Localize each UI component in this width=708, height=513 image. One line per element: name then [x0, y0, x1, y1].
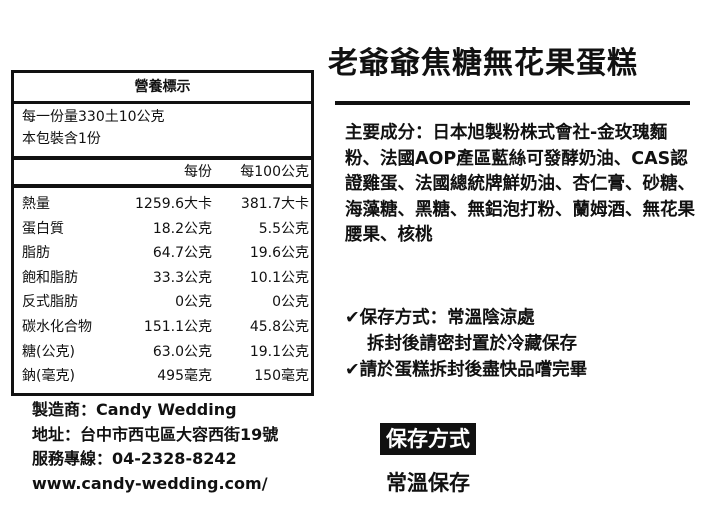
storage-notes: ✔保存方式：常溫陰涼處 拆封後請密封置於冷藏保存 ✔請於蛋糕拆封後盡快品嚐完畢 — [345, 305, 587, 383]
nutrition-row: 熱量 1259.6大卡 381.7大卡 — [14, 192, 311, 217]
nutrient-per-serving: 64.7公克 — [152, 245, 212, 262]
nutrient-per-100g: 19.6公克 — [249, 245, 309, 262]
column-header: 每份 每100公克 — [14, 160, 311, 188]
maker: 製造商：Candy Wedding — [32, 400, 237, 419]
nutrient-per-serving: 18.2公克 — [152, 220, 212, 237]
nutrition-heading: 營養標示 — [14, 73, 311, 104]
check-icon: ✔ — [345, 308, 360, 328]
nutrition-row: 蛋白質 18.2公克 5.5公克 — [14, 217, 311, 242]
phone: 服務專線：04-2328-8242 — [32, 449, 237, 468]
address: 地址：台中市西屯區大容西街19號 — [32, 424, 279, 444]
company-info: 製造商：Candy Wedding 地址：台中市西屯區大容西街19號 服務專線：… — [32, 398, 278, 496]
nutrient-name: 鈉(毫克) — [22, 368, 75, 385]
storage-value: 常溫保存 — [386, 471, 470, 495]
nutrition-row: 鈉(毫克) 495毫克 150毫克 — [14, 364, 311, 389]
nutrition-row: 飽和脂肪 33.3公克 10.1公克 — [14, 266, 311, 291]
nutrient-per-serving: 0公克 — [175, 294, 212, 311]
nutrient-per-100g: 19.1公克 — [249, 343, 309, 360]
nutrient-per-serving: 33.3公克 — [152, 269, 212, 286]
storage-note: 保存方式：常溫陰涼處 — [359, 308, 535, 328]
nutrient-name: 反式脂肪 — [22, 294, 78, 311]
col-per-100g: 每100公克 — [240, 164, 309, 180]
storage-note-2: 拆封後請密封置於冷藏保存 — [367, 334, 577, 354]
nutrient-per-100g: 5.5公克 — [258, 220, 309, 237]
col-per-serving: 每份 — [184, 164, 212, 180]
storage-badge: 保存方式 — [380, 423, 476, 455]
consume-note: 請於蛋糕拆封後盡快品嚐完畢 — [359, 360, 588, 380]
nutrient-per-serving: 1259.6大卡 — [135, 196, 212, 212]
nutrient-name: 飽和脂肪 — [22, 269, 78, 286]
nutrient-per-100g: 45.8公克 — [249, 318, 309, 335]
nutrient-name: 脂肪 — [22, 245, 50, 262]
divider — [335, 101, 690, 105]
nutrient-per-serving: 151.1公克 — [143, 318, 212, 335]
nutrient-name: 熱量 — [22, 196, 50, 212]
nutrient-name: 蛋白質 — [22, 220, 64, 237]
nutrient-per-100g: 381.7大卡 — [240, 196, 309, 212]
nutrient-name: 碳水化合物 — [22, 318, 92, 335]
nutrition-table: 營養標示 每一份量330土10公克 本包裝含1份 每份 每100公克 熱量 125… — [11, 70, 314, 396]
nutrition-row: 反式脂肪 0公克 0公克 — [14, 290, 311, 315]
nutrition-row: 碳水化合物 151.1公克 45.8公克 — [14, 315, 311, 340]
serving-info: 每一份量330土10公克 本包裝含1份 — [14, 104, 311, 160]
nutrition-row: 糖(公克) 63.0公克 19.1公克 — [14, 340, 311, 365]
nutrient-per-100g: 150毫克 — [254, 368, 309, 385]
ingredients: 主要成分：日本旭製粉株式會社-金玫瑰麵粉、法國AOP產區藍絲可發酵奶油、CAS認… — [345, 123, 695, 245]
nutrient-per-100g: 10.1公克 — [249, 269, 309, 286]
product-title: 老爺爺焦糖無花果蛋糕 — [328, 46, 638, 81]
check-icon: ✔ — [345, 360, 360, 380]
nutrient-per-serving: 63.0公克 — [152, 343, 212, 360]
nutrient-name: 糖(公克) — [22, 343, 75, 360]
nutrient-per-100g: 0公克 — [272, 294, 309, 311]
nutrition-row: 脂肪 64.7公克 19.6公克 — [14, 241, 311, 266]
website: www.candy-wedding.com/ — [32, 473, 268, 493]
servings-per-package: 本包裝含1份 — [22, 131, 101, 147]
nutrient-per-serving: 495毫克 — [157, 368, 212, 385]
serving-size: 每一份量330土10公克 — [22, 109, 165, 125]
